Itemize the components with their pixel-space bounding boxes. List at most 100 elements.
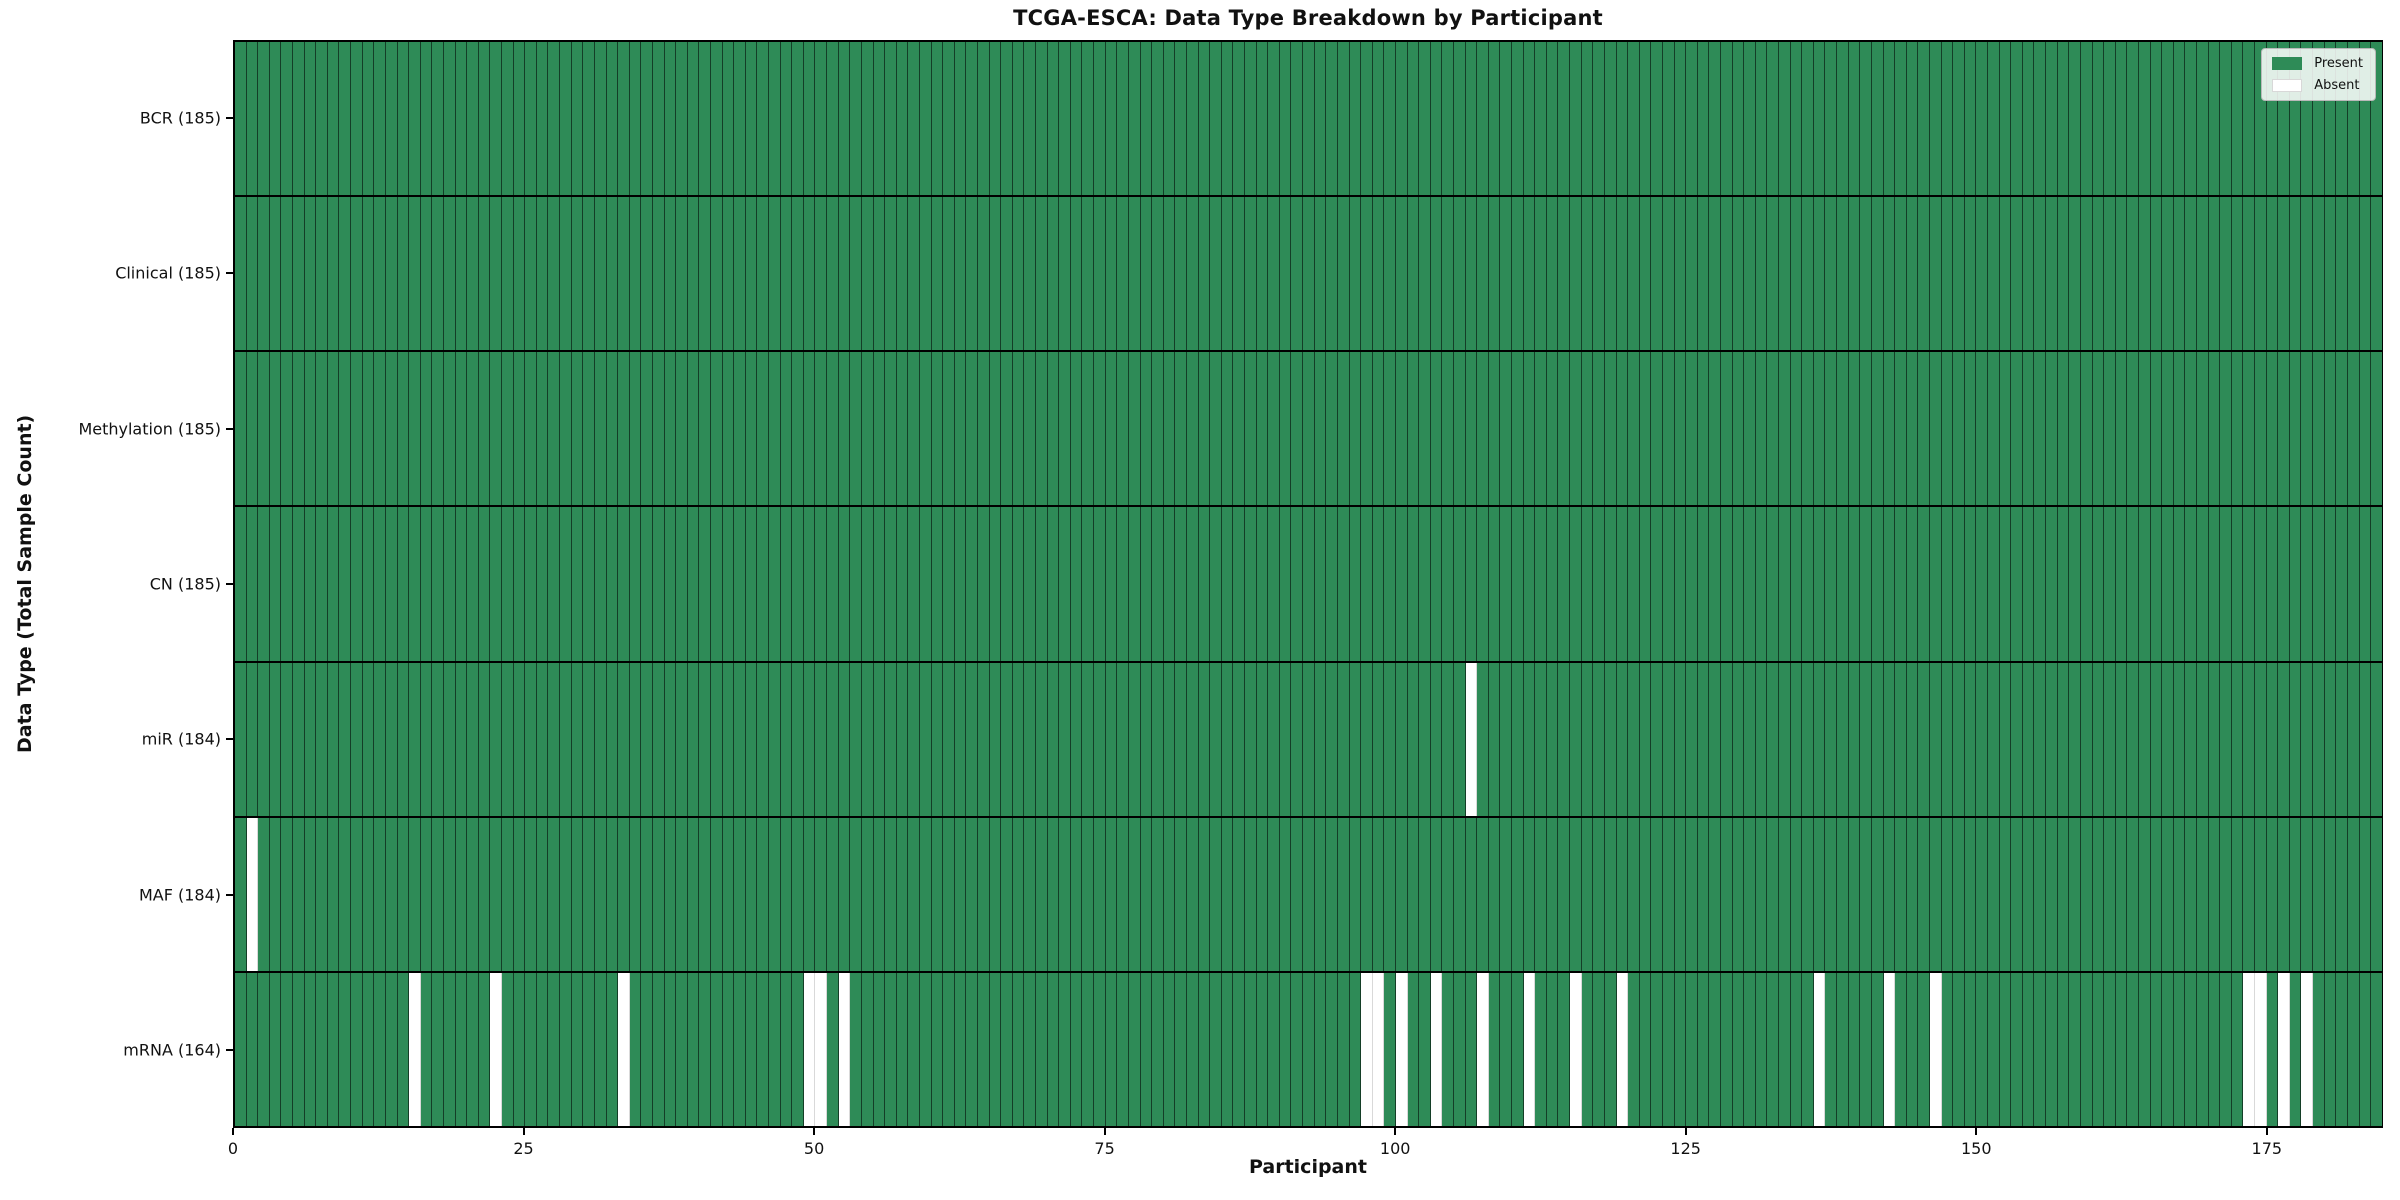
heatmap-cell: [1488, 197, 1501, 351]
heatmap-cell: [850, 197, 862, 351]
heatmap-cell: [1721, 662, 1733, 816]
heatmap-cell: [954, 507, 967, 661]
heatmap-cell: [1709, 972, 1721, 1126]
heatmap-cell: [1813, 662, 1826, 816]
heatmap-cell: [502, 42, 514, 196]
heatmap-cell: [1349, 197, 1362, 351]
heatmap-cell: [1233, 42, 1246, 196]
heatmap-cell: [409, 42, 421, 196]
heatmap-cell: [954, 972, 967, 1126]
heatmap-cell: [443, 817, 456, 971]
heatmap-cell: [629, 817, 642, 971]
heatmap-cell: [1024, 817, 1037, 971]
heatmap-cell: [1616, 507, 1629, 661]
heatmap-cell: [1802, 662, 1814, 816]
heatmap-cell: [409, 352, 421, 506]
heatmap-cell: [1407, 197, 1420, 351]
heatmap-cell: [1384, 352, 1396, 506]
heatmap-cell: [1070, 507, 1083, 661]
heatmap-cell: [629, 972, 642, 1126]
heatmap-cell: [1453, 972, 1466, 1126]
heatmap-cell: [1976, 42, 1989, 196]
heatmap-cell: [699, 972, 711, 1126]
heatmap-cell: [2196, 507, 2209, 661]
heatmap-cell: [1419, 352, 1431, 506]
heatmap-cell: [2324, 507, 2337, 661]
heatmap-cell: [2359, 817, 2372, 971]
heatmap-cell: [1291, 817, 1304, 971]
heatmap-cell: [954, 662, 967, 816]
heatmap-cell: [1860, 817, 1872, 971]
heatmap-cell: [1779, 662, 1791, 816]
legend-absent-swatch: [2272, 79, 2303, 92]
heatmap-cell: [699, 662, 711, 816]
legend-entry-present: Present: [2272, 56, 2363, 71]
heatmap-cell: [710, 662, 723, 816]
heatmap-cell: [1105, 197, 1118, 351]
heatmap-cell: [896, 662, 909, 816]
heatmap-cell: [548, 507, 561, 661]
heatmap-cell: [966, 352, 978, 506]
heatmap-cell: [1988, 662, 2000, 816]
heatmap-cell: [1628, 817, 1640, 971]
heatmap-cell: [1326, 972, 1338, 1126]
heatmap-cell: [1883, 972, 1896, 1126]
heatmap-cell: [1581, 507, 1594, 661]
heatmap-cell: [1755, 817, 1768, 971]
heatmap-cell: [2371, 352, 2382, 506]
heatmap-cell: [513, 662, 526, 816]
heatmap-cell: [1755, 352, 1768, 506]
heatmap-cell: [1117, 507, 1129, 661]
heatmap-cell: [1802, 352, 1814, 506]
heatmap-cell: [1616, 42, 1629, 196]
heatmap-cell: [1001, 817, 1013, 971]
heatmap-cell: [838, 42, 851, 196]
heatmap-cell: [1744, 352, 1756, 506]
heatmap-cell: [780, 42, 793, 196]
heatmap-cell: [385, 972, 398, 1126]
heatmap-cell: [2289, 972, 2302, 1126]
heatmap-cell: [757, 507, 770, 661]
heatmap-cell: [699, 507, 711, 661]
heatmap-cell: [1314, 42, 1327, 196]
heatmap-row-maf: [235, 815, 2382, 971]
heatmap-cell: [931, 507, 944, 661]
heatmap-cell: [1337, 662, 1350, 816]
heatmap-cell: [2220, 42, 2232, 196]
heatmap-cell: [1442, 972, 1454, 1126]
heatmap-cell: [548, 197, 561, 351]
heatmap-cell: [293, 662, 305, 816]
heatmap-cell: [919, 352, 932, 506]
heatmap-cell: [594, 197, 607, 351]
heatmap-cell: [1546, 507, 1559, 661]
heatmap-cell: [374, 507, 386, 661]
heatmap-cell: [432, 817, 444, 971]
heatmap-cell: [2371, 507, 2382, 661]
heatmap-cell: [339, 352, 352, 506]
heatmap-cell: [2034, 507, 2047, 661]
heatmap-cell: [1581, 352, 1594, 506]
heatmap-row-bcr: [235, 42, 2382, 196]
heatmap-cell: [2313, 42, 2325, 196]
heatmap-cell: [606, 42, 619, 196]
heatmap-cell: [769, 507, 781, 661]
heatmap-cell: [478, 662, 491, 816]
heatmap-cell: [2255, 507, 2267, 661]
heatmap-cell: [1570, 972, 1582, 1126]
heatmap-cell: [1860, 507, 1872, 661]
heatmap-cell: [896, 42, 909, 196]
heatmap-cell: [490, 507, 503, 661]
heatmap-cell: [641, 662, 653, 816]
heatmap-cell: [304, 662, 317, 816]
heatmap-cell: [1558, 197, 1571, 351]
heatmap-cell: [2208, 662, 2221, 816]
heatmap-cell: [792, 507, 804, 661]
heatmap-cell: [1825, 662, 1838, 816]
heatmap-cell: [467, 352, 479, 506]
heatmap-cell: [1999, 197, 2012, 351]
heatmap-cell: [269, 817, 282, 971]
heatmap-cell: [1500, 197, 1513, 351]
heatmap-cell: [2301, 42, 2314, 196]
heatmap-cell: [2220, 662, 2232, 816]
heatmap-cell: [769, 817, 781, 971]
